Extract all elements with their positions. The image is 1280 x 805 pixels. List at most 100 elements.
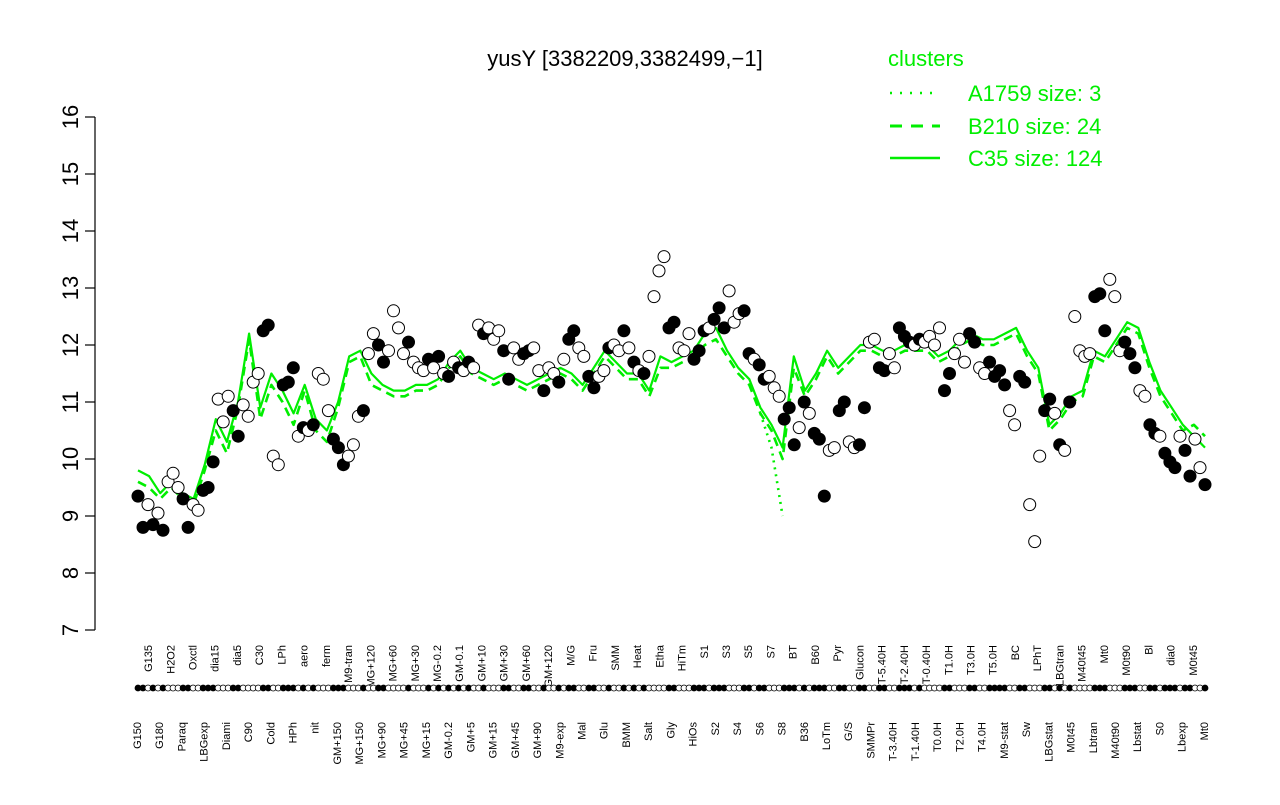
data-point [281, 375, 295, 389]
x-tick-label: Pyr [832, 645, 844, 662]
x-tick-label: GM+5 [465, 722, 477, 752]
x-tick-label: GM-0.1 [454, 645, 466, 682]
data-point [1108, 290, 1122, 304]
data-point [427, 361, 441, 375]
data-point [938, 384, 951, 398]
x-tick-label: B36 [799, 722, 811, 742]
x-tick-label: Diami [221, 722, 233, 750]
data-point [1193, 461, 1207, 475]
data-point [827, 441, 841, 455]
x-tick-label: H2O2 [165, 645, 177, 674]
data-point [397, 347, 410, 361]
data-point [622, 341, 636, 355]
data-point [321, 404, 335, 418]
x-tick-label: HPh [288, 722, 300, 743]
data-point [146, 518, 160, 532]
data-point [387, 304, 400, 318]
data-point [1123, 347, 1137, 361]
data-point [667, 315, 681, 329]
legend-label-c35: C35 size: 124 [968, 146, 1103, 171]
data-point [692, 344, 706, 358]
x-tick-label: Paraq [176, 722, 188, 751]
data-point [737, 304, 751, 318]
data-point [557, 352, 571, 366]
data-point [176, 492, 190, 506]
x-tick-label: MG+150 [354, 722, 366, 765]
chart-title: yusY [3382209,3382499,−1] [487, 46, 762, 71]
data-point [1128, 361, 1142, 375]
data-point [1043, 392, 1057, 406]
data-point [552, 375, 566, 389]
data-point [797, 395, 811, 409]
data-point [587, 381, 601, 395]
x-tick-label: BT [788, 645, 800, 659]
data-point [597, 364, 611, 378]
x-tick-label: LPh [276, 645, 288, 665]
data-point [1018, 375, 1032, 389]
data-point [1173, 429, 1187, 443]
data-point [361, 347, 375, 361]
data-point [852, 438, 866, 452]
data-point [141, 498, 155, 512]
x-tick-label: Glucon [854, 645, 866, 680]
x-tick-label: S2 [710, 722, 722, 735]
data-point [682, 327, 696, 341]
data-point [812, 432, 826, 446]
x-tick-label: aero [299, 645, 311, 667]
data-point [402, 335, 415, 349]
data-point [787, 438, 801, 452]
x-tick-label: S7 [765, 645, 777, 658]
data-point [642, 349, 656, 363]
data-point [928, 338, 941, 352]
data-point [166, 466, 180, 480]
y-axis: 7 8 9 10 11 12 13 14 15 16 [58, 105, 96, 636]
data-point [1138, 389, 1152, 403]
series-lines [137, 321, 1206, 517]
x-tick-label: G150 [132, 722, 144, 749]
x-tick-label: T-5.40H [877, 645, 889, 684]
x-tick-label: LPhT [1032, 645, 1044, 672]
data-point [882, 347, 896, 361]
x-tick-label: GM+60 [521, 645, 533, 681]
x-tick-label: Salt [643, 722, 655, 741]
x-tick-label: Cold [265, 722, 277, 745]
x-tick-label: MG+45 [399, 722, 411, 758]
data-point [837, 395, 851, 409]
x-tick-label: GM+10 [476, 645, 488, 681]
data-point [331, 441, 345, 455]
series-line-dotted [759, 412, 784, 517]
data-point [1153, 429, 1167, 443]
x-tick-label: GM+150 [332, 722, 344, 765]
x-tick-label: M0t45 [1066, 722, 1078, 753]
x-tick-label: MG+15 [421, 722, 433, 758]
data-point [206, 455, 220, 469]
legend: clusters A1759 size: 3 B210 size: 24 C35… [888, 46, 1103, 171]
x-tick-label: C90 [243, 722, 255, 742]
data-point [782, 401, 796, 415]
data-point [251, 367, 265, 380]
x-tick-label: S8 [777, 722, 789, 735]
data-point [1033, 449, 1047, 463]
data-point [236, 398, 250, 412]
x-tick-label: S5 [743, 645, 755, 658]
data-point [346, 438, 360, 452]
data-point [507, 341, 521, 355]
data-point [1058, 443, 1072, 457]
x-tick-label: HiTm [677, 645, 689, 671]
y-tick-label: 8 [58, 567, 83, 579]
data-point [1178, 443, 1192, 457]
legend-label-a1759: A1759 size: 3 [968, 81, 1101, 106]
data-point [998, 378, 1012, 392]
x-tick-label: LoTm [821, 722, 833, 750]
data-point [652, 264, 666, 278]
data-point [1188, 432, 1202, 446]
data-point [647, 290, 661, 304]
data-point [717, 321, 731, 335]
x-tick-label: T4.0H [977, 722, 989, 752]
y-tick-label: 10 [58, 447, 83, 471]
data-point [637, 367, 651, 380]
data-point [943, 367, 956, 380]
x-tick-label: M9-exp [554, 722, 566, 759]
